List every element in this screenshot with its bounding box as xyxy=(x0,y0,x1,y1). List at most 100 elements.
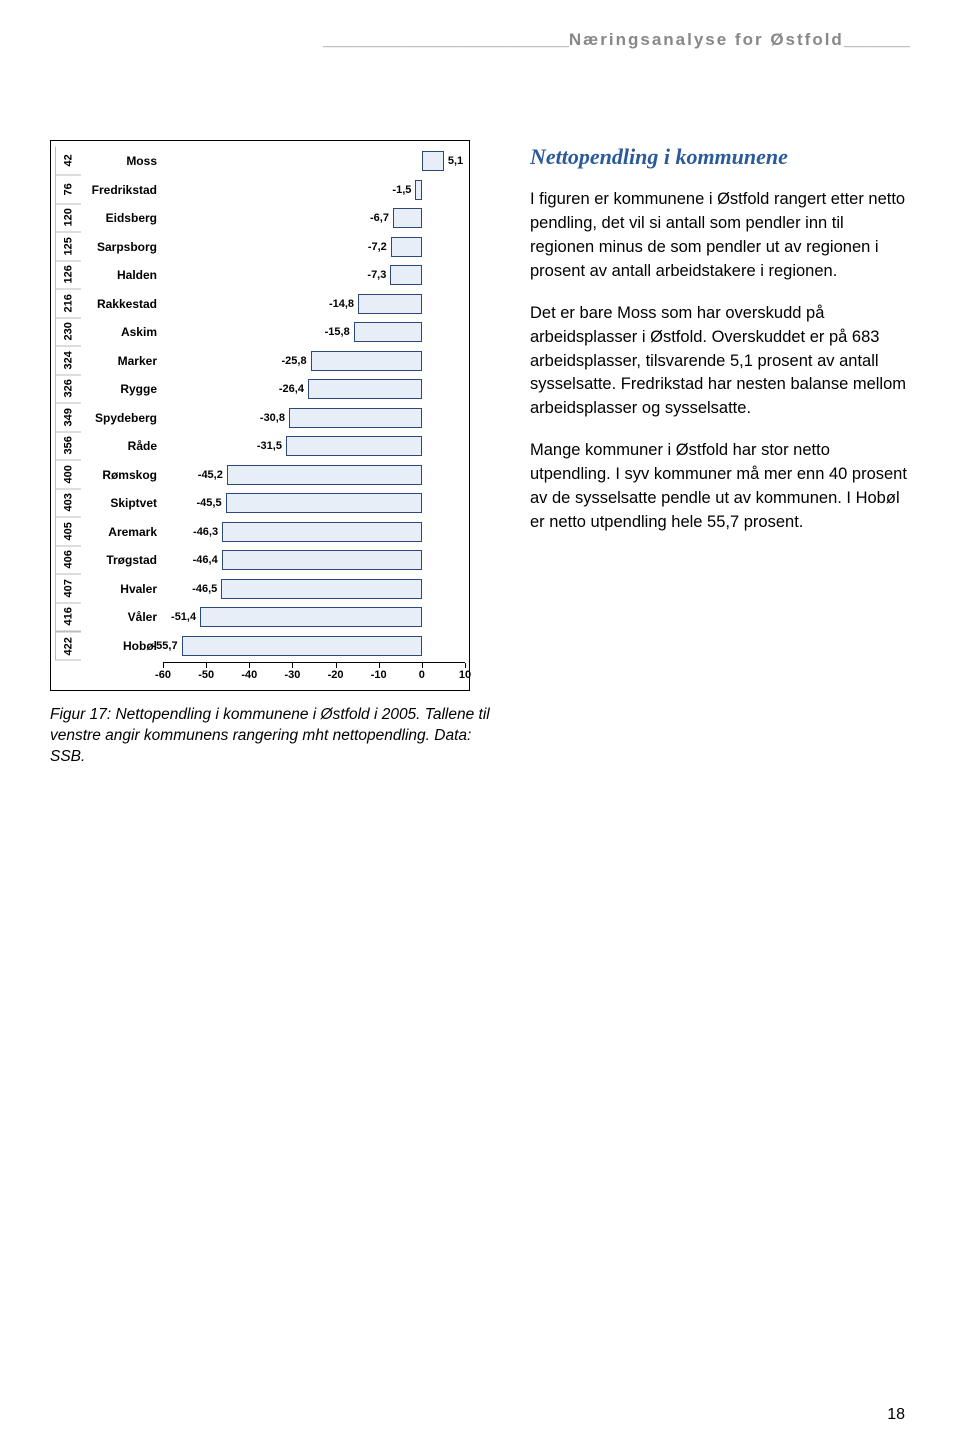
municipality-name: Spydeberg xyxy=(81,404,163,433)
bar xyxy=(226,493,422,513)
rank-cell: 400 xyxy=(55,461,81,490)
bar xyxy=(222,550,422,570)
paragraph: Det er bare Moss som har overskudd på ar… xyxy=(530,302,910,422)
bar-value-label: 5,1 xyxy=(448,155,463,167)
chart-row: 216Rakkestad -14,8 xyxy=(55,290,465,319)
municipality-name: Hvaler xyxy=(81,575,163,604)
bar-value-label: -45,5 xyxy=(196,497,221,509)
axis-tick-label: -60 xyxy=(155,669,171,681)
municipality-name: Aremark xyxy=(81,518,163,547)
chart-row: 407Hvaler -46,5 xyxy=(55,575,465,604)
bar-value-label: -45,2 xyxy=(198,469,223,481)
bar-value-label: -31,5 xyxy=(257,440,282,452)
rank-cell: 405 xyxy=(55,518,81,547)
bar-value-label: -7,3 xyxy=(367,269,386,281)
rank-cell: 42 xyxy=(55,147,81,176)
chart-row: 76Fredrikstad -1,5 xyxy=(55,176,465,205)
chart-row: 326Rygge -26,4 xyxy=(55,375,465,404)
nettopendling-chart: 42Moss 5,1 76Fredrikstad -1,5 120Eidsberg-6,… xyxy=(50,140,470,691)
bar xyxy=(286,436,422,456)
chart-row: 406Trøgstad -46,4 xyxy=(55,546,465,575)
axis-tick-label: 0 xyxy=(419,669,425,681)
rank-cell: 326 xyxy=(55,375,81,404)
municipality-name: Skiptvet xyxy=(81,489,163,518)
rank-cell: 422 xyxy=(55,632,81,661)
paragraph: I figuren er kommunene i Østfold rangert… xyxy=(530,188,910,284)
chart-row: 125Sarpsborg-7,2 xyxy=(55,233,465,262)
chart-row: 356Råde -31,5 xyxy=(55,432,465,461)
bar-value-label: -26,4 xyxy=(279,383,304,395)
bar-value-label: -1,5 xyxy=(392,184,411,196)
chart-row: 230Askim-15,8 xyxy=(55,318,465,347)
chart-row: 416Våler -51,4 xyxy=(55,603,465,632)
bar xyxy=(415,180,421,200)
bar-value-label: -15,8 xyxy=(325,326,350,338)
axis-tick-label: -50 xyxy=(198,669,214,681)
municipality-name: Sarpsborg xyxy=(81,233,163,262)
bar xyxy=(358,294,422,314)
paragraph: Mange kommuner i Østfold har stor netto … xyxy=(530,439,910,535)
bar-value-label: -7,2 xyxy=(368,241,387,253)
rank-cell: 349 xyxy=(55,404,81,433)
chart-row: 120Eidsberg-6,7 xyxy=(55,204,465,233)
axis-tick-label: -30 xyxy=(284,669,300,681)
bar xyxy=(390,265,421,285)
bar xyxy=(182,636,422,656)
municipality-name: Moss xyxy=(81,147,163,176)
rank-cell: 216 xyxy=(55,290,81,319)
bar xyxy=(200,607,422,627)
rank-cell: 403 xyxy=(55,489,81,518)
rank-cell: 120 xyxy=(55,204,81,233)
bar-value-label: -14,8 xyxy=(329,298,354,310)
municipality-name: Askim xyxy=(81,318,163,347)
chart-row: 349Spydeberg -30,8 xyxy=(55,404,465,433)
chart-row: 422Hobøl-55,7 xyxy=(55,632,465,661)
bar-value-label: -46,3 xyxy=(193,526,218,538)
municipality-name: Marker xyxy=(81,347,163,376)
municipality-name: Trøgstad xyxy=(81,546,163,575)
chart-row: 324Marker -25,8 xyxy=(55,347,465,376)
rank-cell: 356 xyxy=(55,432,81,461)
rank-cell: 416 xyxy=(55,603,81,632)
municipality-name: Råde xyxy=(81,432,163,461)
bar-value-label: -46,4 xyxy=(193,554,218,566)
chart-row: 400Rømskog -45,2 xyxy=(55,461,465,490)
bar-value-label: -55,7 xyxy=(152,640,177,652)
bar xyxy=(221,579,422,599)
bar xyxy=(227,465,422,485)
bar-value-label: -25,8 xyxy=(281,355,306,367)
municipality-name: Rygge xyxy=(81,375,163,404)
axis-tick-label: -40 xyxy=(241,669,257,681)
chart-row: 403Skiptvet -45,5 xyxy=(55,489,465,518)
page-header: __________________________Næringsanalyse… xyxy=(50,30,910,50)
bar xyxy=(354,322,422,342)
bar xyxy=(222,522,422,542)
bar xyxy=(311,351,422,371)
chart-row: 405Aremark -46,3 xyxy=(55,518,465,547)
chart-row: 42Moss 5,1 xyxy=(55,147,465,176)
municipality-name: Fredrikstad xyxy=(81,176,163,205)
rank-cell: 324 xyxy=(55,347,81,376)
rank-cell: 76 xyxy=(55,176,81,205)
rank-cell: 126 xyxy=(55,261,81,290)
municipality-name: Halden xyxy=(81,261,163,290)
axis-tick-label: -20 xyxy=(328,669,344,681)
municipality-name: Våler xyxy=(81,603,163,632)
municipality-name: Eidsberg xyxy=(81,204,163,233)
municipality-name: Rakkestad xyxy=(81,290,163,319)
section-title: Nettopendling i kommunene xyxy=(530,144,910,170)
page-number: 18 xyxy=(887,1406,905,1424)
rank-cell: 407 xyxy=(55,575,81,604)
bar-value-label: -51,4 xyxy=(171,611,196,623)
bar xyxy=(422,151,444,171)
bar xyxy=(391,237,422,257)
bar-value-label: -30,8 xyxy=(260,412,285,424)
axis-tick-label: 10 xyxy=(459,669,471,681)
bar-value-label: -46,5 xyxy=(192,583,217,595)
axis-tick-label: -10 xyxy=(371,669,387,681)
municipality-name: Hobøl xyxy=(81,632,163,661)
bar xyxy=(393,208,422,228)
municipality-name: Rømskog xyxy=(81,461,163,490)
figure-caption: Figur 17: Nettopendling i kommunene i Øs… xyxy=(50,705,510,768)
rank-cell: 406 xyxy=(55,546,81,575)
